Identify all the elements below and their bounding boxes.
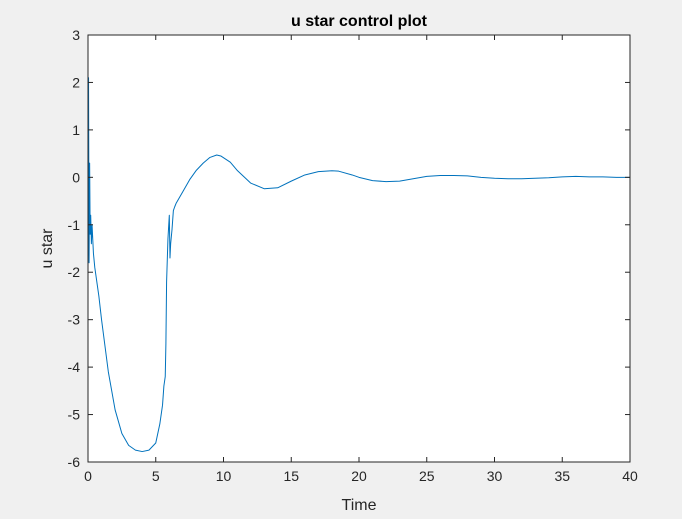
x-axis-label: Time (342, 497, 377, 514)
data-layer (87, 77, 630, 453)
y-tick-label: -3 (68, 312, 81, 328)
x-tick-label: 0 (84, 468, 92, 484)
x-tick-label: 15 (283, 468, 299, 484)
x-tick-label: 25 (419, 468, 435, 484)
y-tick-label: 3 (72, 27, 80, 43)
y-tick-label: 2 (72, 74, 80, 90)
tick-layer: 0 5 10 15 20 25 30 35 40 -6 -5 -4 -3 -2 -1 0 1 2 3 (68, 27, 638, 484)
x-tick-label: 20 (351, 468, 367, 484)
y-tick-label: -6 (68, 454, 81, 470)
x-tick-label: 35 (554, 468, 570, 484)
x-tick-label: 40 (622, 468, 638, 484)
series-line (87, 77, 630, 453)
y-tick-label: -4 (68, 359, 81, 375)
y-tick-label: 1 (72, 122, 80, 138)
plot-area (88, 35, 630, 462)
y-tick-label: 0 (72, 169, 80, 185)
y-axis-label: u star (39, 228, 56, 269)
x-tick-label: 5 (152, 468, 160, 484)
y-tick-label: -5 (68, 407, 81, 423)
y-tick-label: -1 (68, 217, 81, 233)
chart-title: u star control plot (291, 13, 428, 30)
x-tick-label: 10 (216, 468, 232, 484)
y-tick-label: -2 (68, 264, 81, 280)
x-tick-label: 30 (487, 468, 503, 484)
